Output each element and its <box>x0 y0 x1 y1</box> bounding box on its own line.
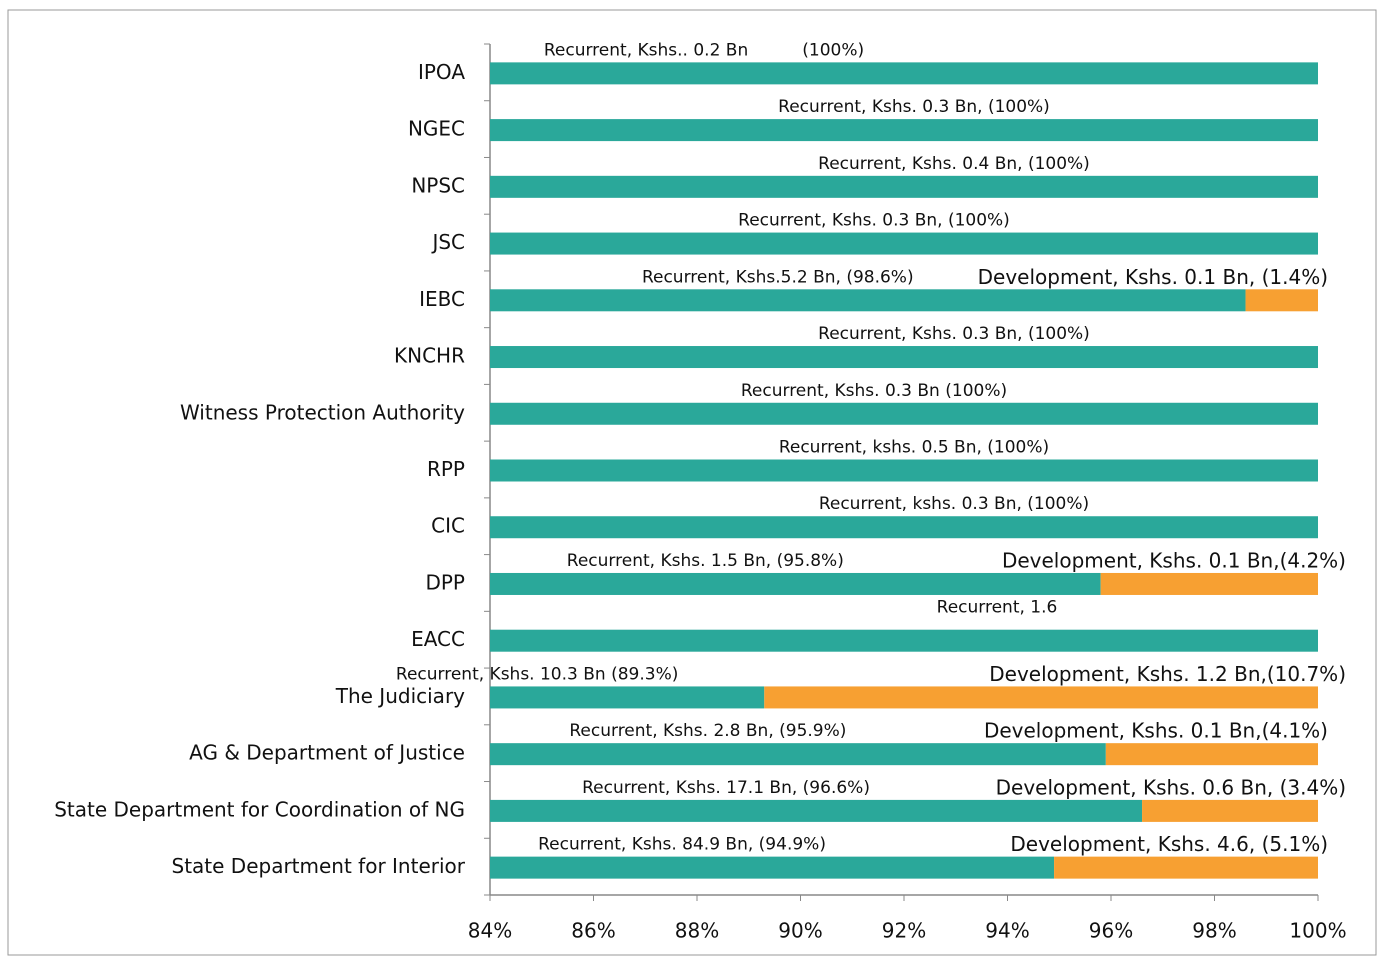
annotation: Recurrent, 1.6 <box>937 598 1058 618</box>
data-label: Recurrent, Kshs. 0.3 Bn, (100%) <box>738 211 1010 231</box>
data-label: Recurrent, Kshs.5.2 Bn, (98.6%) <box>642 267 914 287</box>
bar-segment <box>490 402 1318 425</box>
bar-segment <box>1054 856 1318 879</box>
bar-segment <box>1105 743 1318 766</box>
x-tick-label: 96% <box>1089 919 1133 943</box>
data-label: Recurrent, kshs. 0.3 Bn, (100%) <box>819 494 1089 514</box>
bar-segment <box>490 175 1318 198</box>
category-label: NPSC <box>411 173 465 197</box>
bar-segment <box>1100 572 1318 595</box>
bar-segment <box>490 119 1318 142</box>
bar-segment <box>490 232 1318 255</box>
x-tick-label: 88% <box>675 919 719 943</box>
x-tick-label: 90% <box>778 919 822 943</box>
category-label: State Department for Coordination of NG <box>54 797 465 821</box>
frame <box>7 9 1377 956</box>
data-label: Recurrent, kshs. 0.5 Bn, (100%) <box>779 438 1049 458</box>
bar-segment <box>490 572 1101 595</box>
x-tick-label: 94% <box>985 919 1029 943</box>
x-tick-label: 92% <box>882 919 926 943</box>
data-label: Development, Kshs. 0.1 Bn, (1.4%) <box>978 265 1328 289</box>
bar-segment <box>490 629 1318 652</box>
x-tick-label: 84% <box>468 919 512 943</box>
category-label: KNCHR <box>394 344 465 368</box>
bar-segment <box>490 686 765 709</box>
bar-segment <box>490 743 1106 766</box>
category-label: RPP <box>427 457 465 481</box>
bar-segment <box>1142 799 1318 822</box>
category-label: NGEC <box>408 117 465 141</box>
bar-segment <box>764 686 1318 709</box>
category-label: The Judiciary <box>335 684 465 708</box>
data-label: Development, Kshs. 0.1 Bn,(4.1%) <box>984 719 1328 743</box>
data-label: Recurrent, Kshs. 10.3 Bn (89.3%) <box>396 664 678 684</box>
data-label: Development, Kshs. 0.1 Bn,(4.2%) <box>1002 548 1346 572</box>
data-label: Recurrent, Kshs. 0.3 Bn, (100%) <box>778 97 1050 117</box>
category-label: Witness Protection Authority <box>180 400 465 424</box>
category-label: CIC <box>431 514 465 538</box>
data-label: Recurrent, Kshs. 84.9 Bn, (94.9%) <box>538 835 826 855</box>
category-label: IPOA <box>418 60 465 84</box>
category-label: AG & Department of Justice <box>189 741 465 765</box>
bar-segment <box>490 459 1318 482</box>
bar-segment <box>490 62 1318 85</box>
data-label: Development, Kshs. 1.2 Bn,(10.7%) <box>989 662 1346 686</box>
data-label: Recurrent, Kshs. 17.1 Bn, (96.6%) <box>582 778 870 798</box>
x-tick-label: 86% <box>571 919 615 943</box>
bar-segment <box>490 856 1055 879</box>
data-label: Recurrent, Kshs. 0.3 Bn (100%) <box>741 381 1007 401</box>
bar-segment <box>490 289 1246 312</box>
data-label: Recurrent, Kshs.. 0.2 Bn (100%) <box>544 40 864 60</box>
category-label: State Department for Interior <box>172 854 466 878</box>
category-label: IEBC <box>419 287 465 311</box>
bar-segment <box>490 516 1318 539</box>
data-label: Development, Kshs. 4.6, (5.1%) <box>1010 832 1328 856</box>
data-label: Recurrent, Kshs. 2.8 Bn, (95.9%) <box>569 721 846 741</box>
bar-segment <box>1245 289 1318 312</box>
bar-segment <box>490 799 1143 822</box>
category-label: EACC <box>411 627 465 651</box>
data-label: Development, Kshs. 0.6 Bn, (3.4%) <box>996 775 1346 799</box>
x-tick-label: 100% <box>1289 919 1346 943</box>
bar-segment <box>490 346 1318 369</box>
data-label: Recurrent, Kshs. 0.4 Bn, (100%) <box>818 154 1090 174</box>
category-label: JSC <box>430 230 465 254</box>
data-label: Recurrent, Kshs. 1.5 Bn, (95.8%) <box>567 551 844 571</box>
category-label: DPP <box>425 570 465 594</box>
x-tick-label: 98% <box>1192 919 1236 943</box>
data-label: Recurrent, Kshs. 0.3 Bn, (100%) <box>818 324 1090 344</box>
